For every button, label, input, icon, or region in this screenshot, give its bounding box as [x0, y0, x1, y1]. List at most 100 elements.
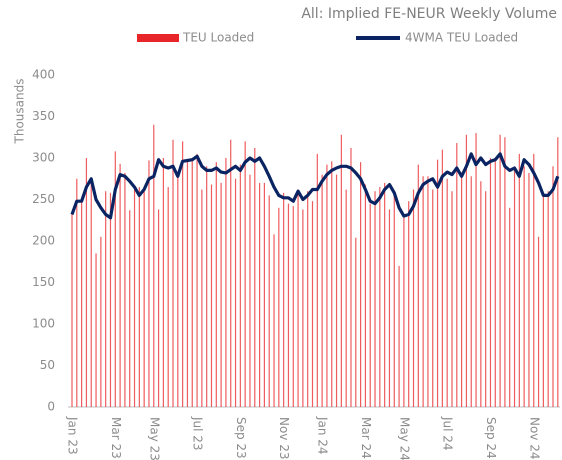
bar	[494, 158, 496, 407]
x-tick-label: Nov 23	[277, 417, 291, 460]
bar	[384, 182, 386, 407]
bar	[220, 182, 222, 407]
bar	[461, 172, 463, 407]
bar	[518, 153, 520, 407]
bar	[186, 159, 189, 407]
bar	[475, 133, 477, 407]
bar	[157, 209, 160, 407]
x-tick-label: Jan 24	[316, 416, 330, 455]
bar	[182, 141, 184, 407]
bar	[345, 189, 347, 407]
bar	[374, 191, 376, 407]
bar	[379, 187, 381, 407]
bar	[109, 192, 112, 407]
bar	[85, 158, 88, 407]
bar	[364, 184, 367, 407]
bar	[124, 172, 126, 407]
bar	[225, 158, 227, 407]
bar	[95, 253, 97, 407]
bar	[436, 159, 439, 407]
bar	[542, 195, 544, 407]
bar	[408, 201, 410, 407]
bar	[153, 124, 155, 408]
bar	[326, 164, 328, 407]
bar	[465, 134, 468, 407]
bar	[485, 191, 487, 407]
bar	[547, 191, 549, 407]
bar	[177, 172, 179, 407]
bar	[417, 164, 419, 407]
bar	[191, 158, 193, 407]
bar	[254, 148, 256, 408]
bar	[350, 148, 352, 408]
bar	[432, 189, 434, 407]
x-tick-label: Mar 23	[109, 417, 123, 459]
bar	[273, 234, 275, 407]
bar	[537, 236, 540, 407]
bar	[297, 189, 299, 407]
bar	[456, 143, 458, 407]
y-tick-label: 250	[32, 192, 55, 206]
chart-title: All: Implied FE-NEUR Weekly Volume	[301, 6, 557, 22]
bar	[355, 237, 357, 407]
bar	[427, 176, 429, 407]
bar	[398, 265, 400, 407]
x-tick-label: Jul 23	[191, 416, 205, 451]
bar	[451, 191, 453, 407]
bar	[316, 153, 318, 407]
bar	[210, 184, 213, 407]
bar	[283, 192, 285, 407]
bar	[71, 211, 73, 407]
bar	[162, 158, 164, 407]
bar	[244, 141, 246, 407]
bar	[230, 139, 232, 408]
bar	[393, 195, 395, 407]
bar	[292, 206, 294, 407]
bar	[422, 176, 424, 407]
bar	[470, 176, 472, 407]
bar	[81, 199, 83, 407]
bar	[239, 164, 241, 407]
bar	[215, 162, 217, 407]
bar	[196, 153, 198, 407]
bar	[369, 203, 371, 407]
bar	[513, 166, 516, 407]
y-tick-label: 150	[32, 275, 55, 289]
bar	[201, 189, 203, 407]
bar	[528, 172, 530, 407]
bar	[480, 181, 482, 407]
bar	[138, 187, 140, 407]
bar	[268, 195, 270, 407]
bar	[499, 134, 501, 407]
y-tick-label: 300	[32, 151, 55, 165]
x-tick-label: Sep 23	[234, 417, 248, 459]
y-tick-label: 200	[32, 234, 55, 248]
bar	[360, 162, 362, 407]
bar	[523, 166, 525, 407]
y-tick-label: 400	[32, 68, 55, 82]
bar	[143, 191, 145, 407]
bar	[90, 182, 92, 407]
bar	[278, 207, 280, 407]
bar	[100, 236, 102, 407]
bar	[441, 149, 443, 407]
x-tick-label: Nov 24	[527, 417, 541, 460]
x-tick-label: Jan 23	[66, 416, 80, 455]
bar	[206, 166, 208, 407]
bar	[148, 160, 150, 407]
bar	[258, 182, 261, 407]
legend-label: 4WMA TEU Loaded	[405, 31, 518, 45]
bar	[331, 161, 333, 407]
bar	[133, 187, 136, 407]
line	[70, 152, 560, 220]
bar	[489, 158, 492, 407]
y-tick-label: 350	[32, 109, 55, 123]
bar	[119, 163, 121, 407]
bar	[412, 189, 415, 407]
legend-swatch	[137, 34, 179, 42]
bar	[552, 166, 554, 407]
bar	[403, 217, 405, 407]
y-axis-label: Thousands	[13, 79, 27, 145]
y-tick-label: 100	[32, 317, 55, 331]
x-tick-label: May 23	[147, 417, 161, 460]
